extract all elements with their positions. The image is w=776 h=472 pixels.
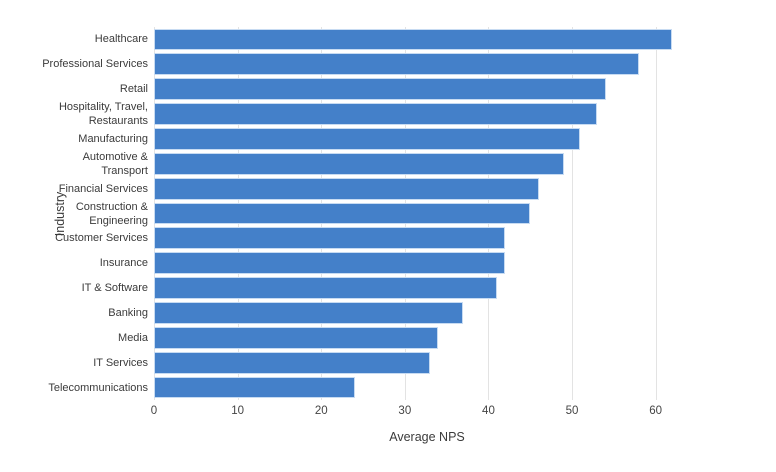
y-tick-label: Insurance (99, 257, 148, 270)
bar-retail[interactable] (154, 78, 606, 101)
x-tick-label-50: 50 (565, 405, 579, 417)
bar-media[interactable] (154, 326, 439, 349)
bar-financial-services[interactable] (154, 177, 539, 200)
bar-customer-services[interactable] (154, 227, 506, 250)
bar-professional-services[interactable] (154, 53, 639, 76)
bar-banking[interactable] (154, 302, 464, 324)
y-tick-label: Manufacturing (78, 132, 148, 145)
bar-manufacturing[interactable] (154, 127, 581, 150)
y-tick-label: Healthcare (94, 33, 148, 46)
bar-construction-engineering[interactable] (154, 202, 531, 225)
y-tick-label: Financial Services (58, 182, 148, 195)
x-tick-label-20: 20 (314, 405, 328, 417)
y-tick-label: Banking (108, 306, 148, 319)
y-tick-label: Hospitality, Travel, Restaurants (58, 101, 148, 128)
y-tick-label: Professional Services (42, 58, 148, 71)
x-axis-title: Average NPS (389, 430, 465, 444)
bar-healthcare[interactable] (154, 28, 673, 51)
bar-it-software[interactable] (154, 277, 497, 300)
gridline-x-60 (655, 27, 657, 400)
bar-hospitality-travel-restaurants[interactable] (154, 103, 598, 125)
x-tick-label-30: 30 (398, 405, 412, 417)
x-tick-label-60: 60 (649, 405, 663, 417)
x-tick-label-0: 0 (150, 405, 158, 417)
y-tick-label: IT Services (93, 356, 148, 369)
gridline-x-50 (572, 27, 574, 400)
bar-automotive-transport[interactable] (154, 152, 564, 175)
bar-insurance[interactable] (154, 252, 506, 275)
y-tick-label: Media (118, 331, 148, 344)
y-tick-label: Telecommunications (48, 381, 148, 394)
y-tick-label: Customer Services (55, 232, 148, 245)
y-tick-label: Automotive & Transport (82, 150, 148, 177)
y-tick-label: Retail (119, 83, 148, 96)
bar-it-services[interactable] (154, 351, 430, 374)
y-tick-label: Construction & Engineering (75, 200, 148, 227)
x-tick-label-10: 10 (231, 405, 245, 417)
y-tick-label: IT & Software (81, 282, 148, 295)
bar-telecommunications[interactable] (154, 376, 355, 399)
x-tick-label-40: 40 (482, 405, 495, 417)
